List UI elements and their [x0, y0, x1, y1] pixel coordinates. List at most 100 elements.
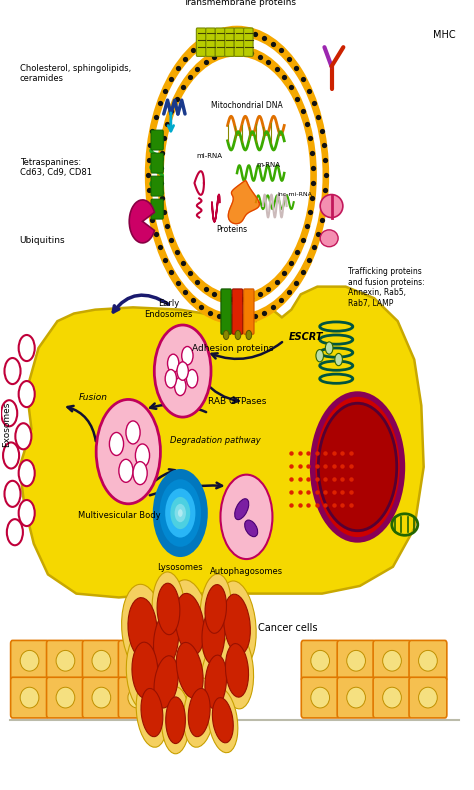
FancyBboxPatch shape [118, 641, 156, 681]
Ellipse shape [128, 687, 146, 708]
Circle shape [170, 497, 190, 529]
Ellipse shape [320, 230, 338, 246]
Circle shape [177, 362, 188, 380]
Ellipse shape [245, 520, 258, 536]
Circle shape [159, 480, 201, 547]
Text: Degradation pathway: Degradation pathway [170, 435, 261, 445]
Ellipse shape [126, 630, 164, 711]
Polygon shape [228, 181, 259, 224]
Ellipse shape [201, 574, 231, 644]
Ellipse shape [92, 650, 111, 672]
Ellipse shape [171, 630, 209, 710]
Ellipse shape [220, 632, 254, 709]
Circle shape [136, 444, 150, 467]
Circle shape [174, 377, 186, 396]
Ellipse shape [419, 687, 438, 708]
Circle shape [15, 423, 31, 450]
Text: Ubiquitins: Ubiquitins [19, 236, 65, 245]
Ellipse shape [154, 611, 179, 668]
FancyBboxPatch shape [373, 677, 411, 718]
Text: m-RNA: m-RNA [256, 162, 280, 167]
Circle shape [178, 510, 182, 517]
FancyBboxPatch shape [196, 28, 206, 56]
Ellipse shape [383, 650, 401, 672]
Circle shape [1, 401, 17, 427]
Circle shape [165, 488, 195, 537]
FancyBboxPatch shape [221, 289, 231, 334]
Text: mi-RNA: mi-RNA [197, 153, 223, 159]
FancyBboxPatch shape [151, 199, 163, 219]
Circle shape [18, 381, 35, 407]
Polygon shape [19, 287, 424, 597]
Ellipse shape [226, 644, 248, 697]
Ellipse shape [208, 688, 238, 753]
Text: Early
Endosomes: Early Endosomes [144, 299, 192, 319]
Text: Fusion: Fusion [78, 393, 107, 402]
FancyBboxPatch shape [151, 176, 163, 196]
Ellipse shape [235, 498, 249, 520]
Circle shape [96, 400, 160, 504]
FancyBboxPatch shape [337, 641, 375, 681]
Circle shape [165, 370, 176, 388]
Circle shape [4, 358, 20, 384]
FancyBboxPatch shape [151, 130, 163, 150]
Ellipse shape [154, 656, 178, 708]
Text: Cancer cells: Cancer cells [258, 623, 318, 633]
Text: Exosomes: Exosomes [1, 402, 10, 447]
Text: Adhesion proteins: Adhesion proteins [191, 344, 273, 353]
Circle shape [126, 421, 140, 444]
FancyBboxPatch shape [301, 641, 339, 681]
Circle shape [18, 335, 35, 361]
Circle shape [7, 519, 23, 545]
Text: Proteins: Proteins [217, 225, 248, 234]
Circle shape [174, 504, 186, 522]
Ellipse shape [200, 643, 231, 720]
FancyBboxPatch shape [151, 153, 163, 173]
Ellipse shape [205, 585, 227, 634]
FancyBboxPatch shape [337, 677, 375, 718]
Circle shape [165, 58, 309, 292]
Ellipse shape [419, 650, 438, 672]
Ellipse shape [224, 594, 250, 654]
Circle shape [246, 330, 252, 340]
FancyBboxPatch shape [373, 641, 411, 681]
Ellipse shape [148, 598, 184, 681]
Ellipse shape [132, 642, 158, 698]
Ellipse shape [56, 650, 75, 672]
Ellipse shape [197, 596, 230, 676]
Circle shape [313, 394, 402, 540]
Text: ESCRT: ESCRT [289, 332, 323, 341]
Ellipse shape [128, 598, 157, 659]
Circle shape [335, 353, 342, 366]
Circle shape [18, 460, 35, 486]
Text: Lysosomes: Lysosomes [157, 563, 203, 572]
FancyBboxPatch shape [82, 677, 120, 718]
FancyBboxPatch shape [10, 677, 48, 718]
Circle shape [157, 46, 317, 305]
FancyBboxPatch shape [225, 28, 234, 56]
Ellipse shape [383, 687, 401, 708]
Circle shape [318, 402, 398, 532]
FancyBboxPatch shape [301, 677, 339, 718]
Ellipse shape [205, 655, 227, 709]
FancyBboxPatch shape [232, 289, 243, 334]
Text: Autophagosomes: Autophagosomes [210, 566, 283, 576]
Text: Mitochondrial DNA: Mitochondrial DNA [210, 101, 283, 110]
Ellipse shape [141, 688, 163, 737]
Circle shape [182, 347, 193, 365]
Ellipse shape [166, 697, 185, 743]
Circle shape [154, 470, 207, 556]
FancyBboxPatch shape [46, 641, 84, 681]
Circle shape [316, 349, 323, 362]
Ellipse shape [157, 583, 180, 634]
FancyBboxPatch shape [409, 677, 447, 718]
FancyBboxPatch shape [46, 677, 84, 718]
Ellipse shape [320, 194, 343, 217]
Ellipse shape [136, 678, 168, 747]
Ellipse shape [212, 698, 233, 743]
Wedge shape [129, 200, 155, 243]
Ellipse shape [188, 688, 210, 737]
Text: Transmembrane proteins: Transmembrane proteins [183, 0, 296, 6]
Ellipse shape [152, 572, 185, 646]
Circle shape [167, 354, 179, 373]
